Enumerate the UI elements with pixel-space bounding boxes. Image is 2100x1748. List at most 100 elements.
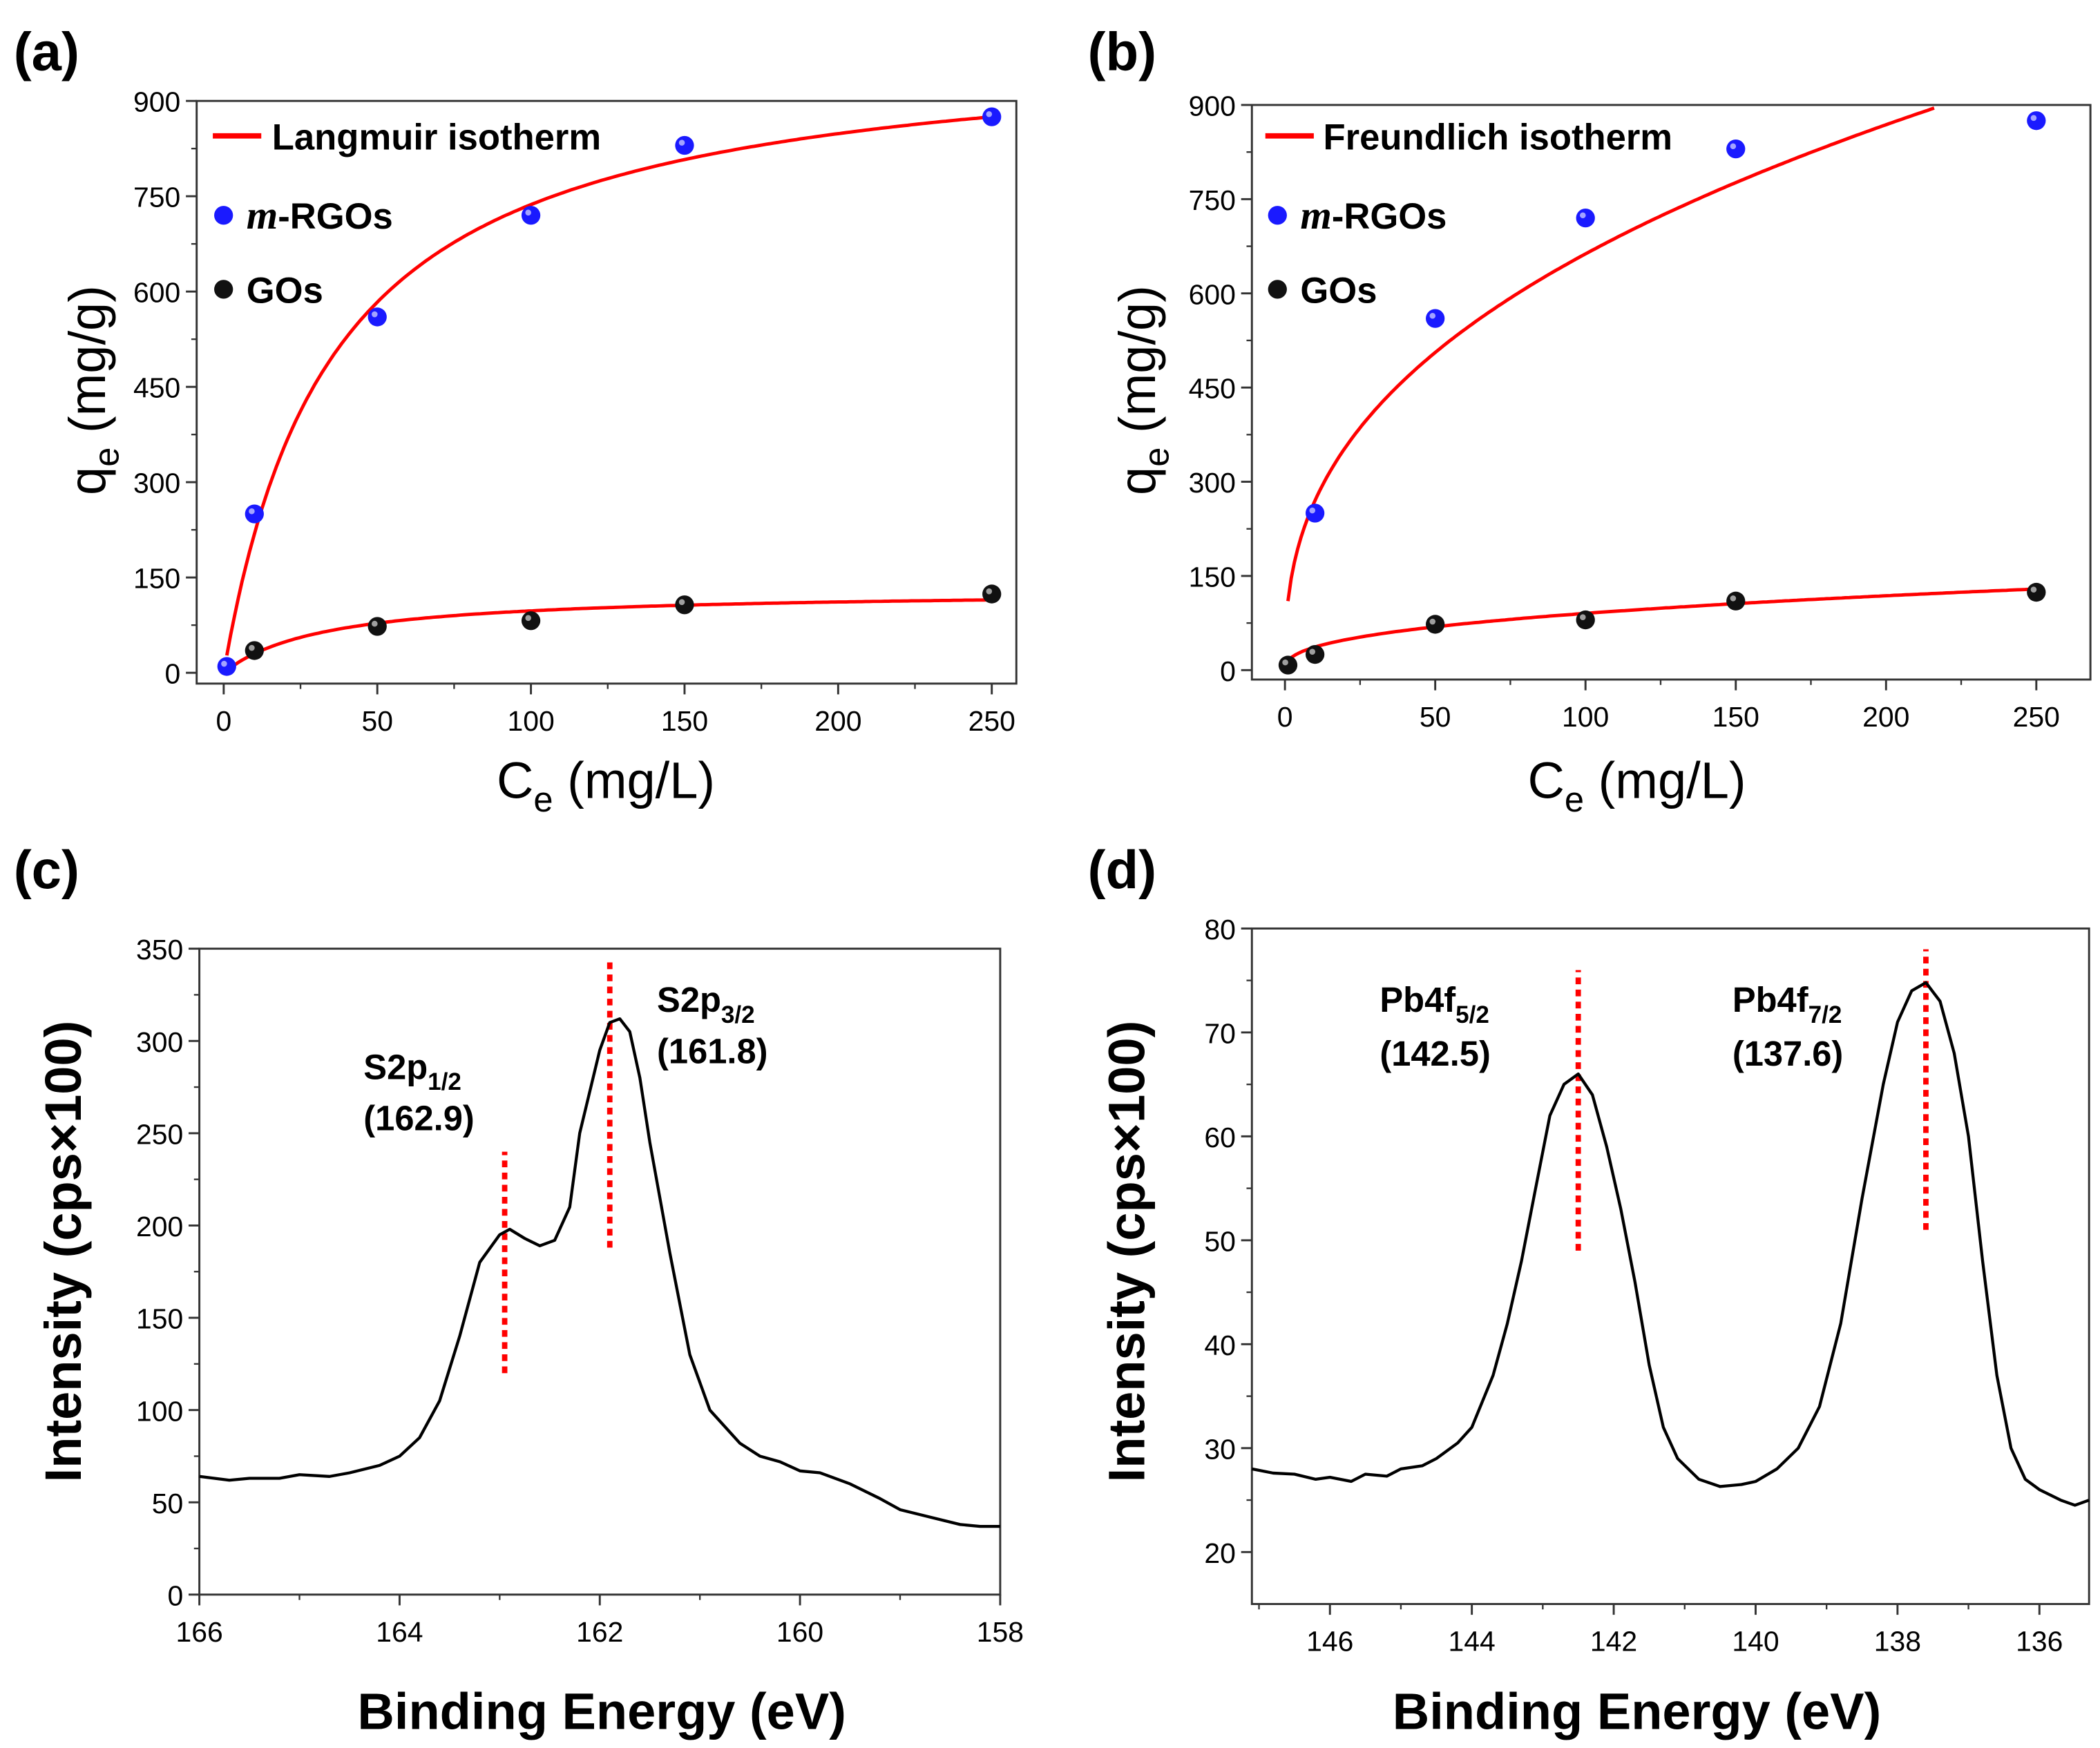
data-point-highlight	[372, 620, 378, 627]
y-tick-label: 750	[1189, 184, 1236, 216]
x-tick-label: 136	[2016, 1626, 2063, 1658]
x-tick-label: 162	[576, 1616, 623, 1648]
data-point-gos	[982, 584, 1002, 604]
y-tick-label: 50	[152, 1488, 184, 1519]
data-point-gos	[521, 611, 541, 631]
annotation-pb4f72-label: Pb4f7/2	[1732, 980, 1842, 1028]
y-tick-label: 0	[167, 1579, 183, 1611]
x-axis-title-c: Binding Energy (eV)	[357, 1683, 846, 1740]
panel-label-d: (d)	[1088, 839, 1157, 900]
data-point-m-rgos	[1726, 139, 1746, 159]
y-axis-title-a: qe (mg/g)	[59, 285, 126, 495]
data-point-highlight	[986, 111, 993, 117]
y-tick-label: 40	[1204, 1329, 1236, 1361]
legend-mrgo-label: m-RGOs	[1300, 193, 1447, 238]
y-tick-label: 150	[136, 1303, 183, 1335]
data-point-highlight	[1429, 312, 1436, 319]
panel-d-pb4f-spectrum: 146 144 142 140 138 136 20 30 40 50 60 70 80	[1204, 914, 2090, 1658]
y-tick-label: 0	[1220, 655, 1236, 687]
x-tick-label: 146	[1306, 1626, 1353, 1658]
spectrum-line	[1251, 981, 2090, 1507]
fit-curve-m-rgos	[1286, 106, 1935, 602]
annotation-pb4f52-label: Pb4f5/2	[1380, 980, 1489, 1028]
x-tick-label: 140	[1732, 1626, 1779, 1658]
data-point-m-rgos	[245, 504, 264, 524]
data-point-highlight	[525, 615, 531, 622]
legend-mrgo-marker	[1268, 206, 1287, 225]
fit-curve-gos	[1286, 587, 2036, 662]
y-axis-title-b: qe (mg/g)	[1109, 285, 1176, 495]
data-point-highlight	[1309, 649, 1316, 655]
data-point-m-rgos	[2027, 111, 2046, 131]
panel-label-b: (b)	[1088, 21, 1157, 81]
fit-curve-m-rgos	[225, 115, 992, 656]
y-tick-label: 150	[133, 563, 180, 595]
data-point-m-rgos	[675, 135, 694, 155]
data-point-highlight	[1730, 595, 1737, 602]
plot-frame	[1250, 927, 2090, 1605]
y-tick-label: 20	[1204, 1537, 1236, 1569]
y-tick-label: 900	[1189, 90, 1236, 122]
y-tick-label: 70	[1204, 1017, 1236, 1049]
x-tick-label: 144	[1449, 1626, 1496, 1658]
data-point-m-rgos	[1576, 209, 1595, 228]
data-point-highlight	[678, 599, 685, 606]
y-tick-label: 200	[136, 1211, 183, 1242]
data-point-highlight	[2030, 586, 2037, 593]
data-point-highlight	[249, 508, 255, 515]
y-tick-label: 450	[133, 372, 180, 404]
data-point-gos	[1278, 655, 1298, 675]
panel-label-a: (a)	[14, 21, 79, 81]
panel-a-langmuir-plot: 0 50 100 150 200 250 0 150 300 450 600 750 900	[133, 86, 1018, 737]
fit-curve-gos	[225, 598, 992, 672]
data-point-highlight	[221, 660, 227, 667]
data-point-highlight	[525, 209, 531, 216]
y-tick-label: 80	[1204, 914, 1236, 945]
data-point-m-rgos	[1426, 309, 1445, 328]
data-point-gos	[245, 641, 264, 660]
data-point-gos	[1305, 644, 1325, 664]
y-tick-label: 600	[1189, 278, 1236, 310]
legend-mrgo-label: m-RGOs	[247, 193, 393, 238]
y-tick-label: 350	[136, 934, 183, 966]
data-point-highlight	[1429, 618, 1436, 625]
x-tick-label: 158	[977, 1616, 1024, 1648]
x-tick-label: 0	[216, 705, 231, 737]
y-axis-title-c: Intensity (cps×100)	[35, 1021, 92, 1483]
x-tick-label: 164	[376, 1616, 423, 1648]
y-tick-label: 600	[133, 277, 180, 309]
legend-go-label: GOs	[247, 270, 323, 311]
data-point-m-rgos	[982, 107, 1002, 126]
data-point-gos	[1576, 610, 1595, 630]
y-tick-label: 60	[1204, 1122, 1236, 1153]
data-point-highlight	[1580, 212, 1586, 219]
data-point-gos	[368, 617, 387, 636]
x-tick-label: 100	[507, 705, 554, 737]
data-point-highlight	[249, 644, 255, 651]
x-tick-label: 0	[1277, 701, 1293, 733]
x-tick-label: 50	[361, 705, 393, 737]
data-point-gos	[1426, 615, 1445, 634]
y-tick-label: 150	[1189, 561, 1236, 593]
data-point-m-rgos	[1305, 503, 1325, 523]
data-point-highlight	[678, 140, 685, 146]
x-axis-title-a: Ce (mg/L)	[497, 751, 715, 818]
data-point-m-rgos	[217, 657, 236, 676]
x-tick-label: 150	[661, 705, 708, 737]
annotation-pb4f52-value: (142.5)	[1380, 1034, 1490, 1073]
legend-go-label: GOs	[1300, 270, 1377, 311]
legend-go-marker	[1268, 280, 1287, 299]
x-tick-label: 250	[968, 705, 1015, 737]
data-point-gos	[2027, 582, 2046, 602]
data-point-highlight	[2030, 115, 2037, 122]
annotation-s2p32-value: (161.8)	[657, 1031, 767, 1070]
y-tick-label: 450	[1189, 373, 1236, 405]
x-tick-label: 138	[1874, 1626, 1921, 1658]
spectrum-line	[199, 1017, 1000, 1528]
panel-c-s2p-spectrum: 166 164 162 160 158 0 50 100 150 200 250 300 350	[136, 934, 1024, 1648]
x-tick-label: 166	[175, 1616, 222, 1648]
data-point-highlight	[1730, 143, 1737, 150]
legend-go-marker	[214, 280, 233, 299]
data-point-gos	[1726, 591, 1746, 611]
panel-label-c: (c)	[14, 839, 79, 900]
